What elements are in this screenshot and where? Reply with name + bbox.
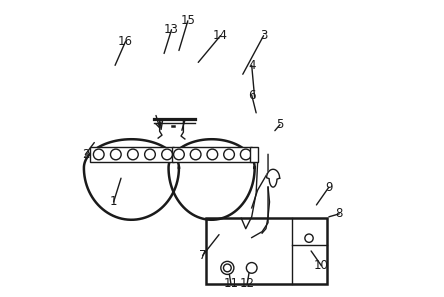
Text: 13: 13	[164, 23, 179, 36]
Text: 3: 3	[260, 29, 267, 42]
Polygon shape	[169, 139, 255, 220]
Text: 4: 4	[248, 59, 255, 72]
Text: 10: 10	[314, 259, 329, 272]
Text: 8: 8	[336, 207, 343, 220]
Circle shape	[221, 261, 234, 274]
Text: 2: 2	[82, 148, 89, 161]
Bar	[250, 147, 258, 162]
Circle shape	[224, 149, 234, 160]
Text: 1: 1	[110, 195, 117, 208]
Circle shape	[93, 149, 104, 160]
Circle shape	[305, 234, 313, 242]
Text: 6: 6	[248, 89, 255, 102]
Circle shape	[190, 149, 201, 160]
Bar	[90, 147, 174, 162]
Text: 9: 9	[325, 181, 333, 194]
Circle shape	[162, 149, 172, 160]
Circle shape	[207, 149, 218, 160]
Circle shape	[223, 264, 231, 272]
Text: 12: 12	[240, 277, 255, 290]
Circle shape	[111, 149, 121, 160]
Circle shape	[246, 263, 257, 273]
Circle shape	[127, 149, 138, 160]
Text: 11: 11	[223, 277, 238, 290]
Text: 7: 7	[199, 249, 206, 262]
Text: 16: 16	[118, 35, 133, 48]
Text: 5: 5	[276, 118, 284, 131]
Text: 15: 15	[180, 14, 195, 27]
Bar	[171, 147, 252, 162]
Circle shape	[145, 149, 155, 160]
Circle shape	[174, 149, 184, 160]
Text: 14: 14	[213, 29, 228, 42]
Polygon shape	[84, 139, 179, 220]
Bar	[206, 218, 327, 284]
Circle shape	[240, 149, 251, 160]
Polygon shape	[266, 169, 280, 187]
